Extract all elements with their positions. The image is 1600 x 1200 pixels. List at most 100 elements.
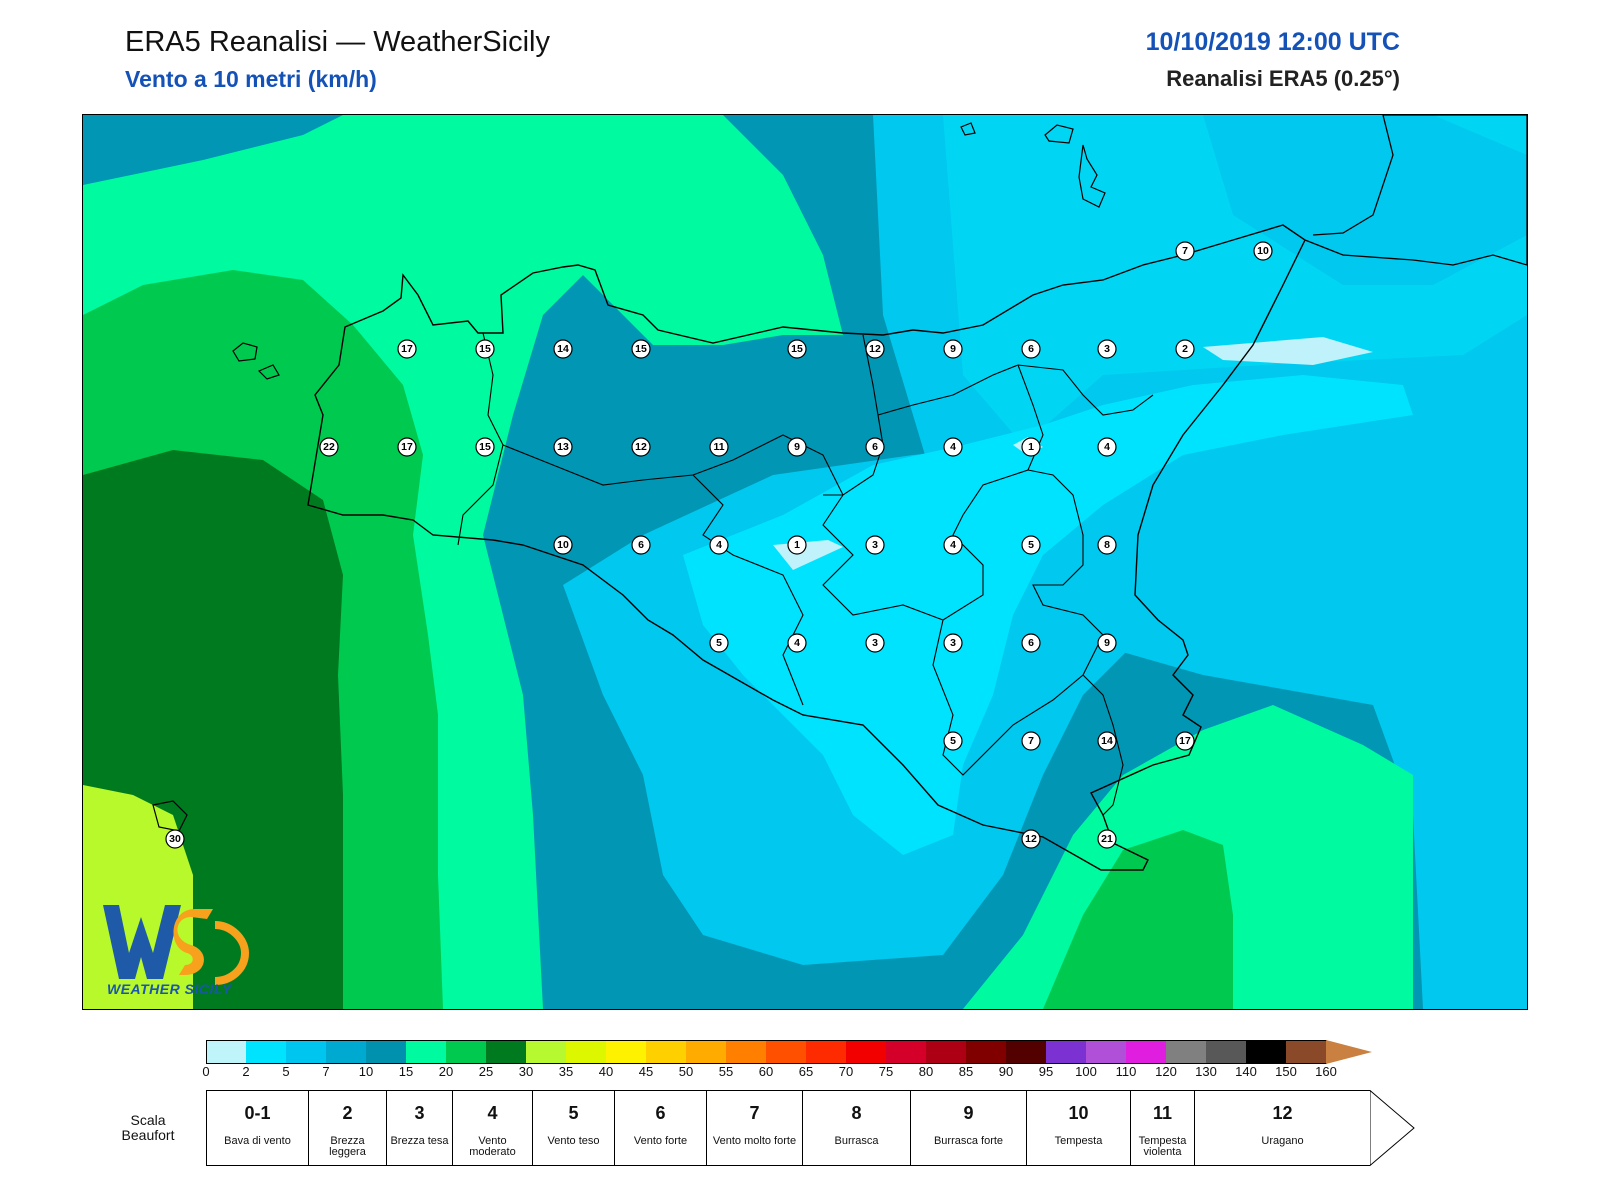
station-marker: 12: [631, 437, 651, 457]
colorbar-segment: [1246, 1040, 1287, 1064]
station-marker-circle: [1175, 731, 1195, 751]
station-marker-circle: [943, 633, 963, 653]
colorbar-segment: [446, 1040, 487, 1064]
colorbar-segment: [606, 1040, 647, 1064]
beaufort-description: Brezza tesa: [390, 1135, 449, 1147]
station-marker-value: 3: [950, 637, 956, 649]
station-marker: 10: [553, 535, 573, 555]
beaufort-number: 0-1: [244, 1103, 271, 1123]
colorbar-segment: [486, 1040, 527, 1064]
station-marker-value: 4: [950, 441, 956, 453]
station-marker-circle: [1097, 339, 1117, 359]
station-marker-circle: [709, 437, 729, 457]
station-marker: 5: [709, 633, 729, 653]
station-marker-value: 3: [872, 539, 878, 551]
beaufort-cell: 10 Tempesta: [1026, 1090, 1130, 1166]
colorbar-tick-label: 7: [322, 1064, 330, 1079]
beaufort-description: Vento moderato: [469, 1135, 516, 1158]
colorbar-tick-label: 40: [598, 1064, 614, 1079]
station-marker-circle: [1097, 535, 1117, 555]
station-marker-circle: [865, 535, 885, 555]
beaufort-cell: 6 Vento forte: [614, 1090, 706, 1166]
station-marker: 21: [1097, 829, 1117, 849]
station-marker-value: 3: [1104, 343, 1110, 355]
colorbar-segment: [1206, 1040, 1247, 1064]
station-marker: 12: [865, 339, 885, 359]
station-marker-circle: [943, 731, 963, 751]
colorbar-segment: [806, 1040, 847, 1064]
station-marker-circle: [943, 339, 963, 359]
station-marker-circle: [1021, 339, 1041, 359]
colorbar-extend-arrow: [1326, 1040, 1372, 1064]
station-marker: 6: [1021, 633, 1041, 653]
station-marker: 6: [631, 535, 651, 555]
colorbar-tick-label: 15: [398, 1064, 414, 1079]
station-marker: 30: [165, 829, 185, 849]
station-marker: 5: [943, 731, 963, 751]
station-marker-value: 6: [1028, 637, 1034, 649]
station-marker-value: 12: [869, 343, 881, 355]
station-marker-circle: [475, 437, 495, 457]
colorbar-tick-label: 50: [678, 1064, 694, 1079]
weathersicily-logo: [103, 905, 250, 985]
station-marker-circle: [631, 535, 651, 555]
colorbar-tick-label: 85: [958, 1064, 974, 1079]
colorbar-tick-label: 75: [878, 1064, 894, 1079]
colorbar-segment: [1086, 1040, 1127, 1064]
colorbar-tick-label: 0: [202, 1064, 210, 1079]
station-marker: 4: [709, 535, 729, 555]
station-marker-circle: [165, 829, 185, 849]
island-egadi: [232, 342, 258, 362]
station-marker-value: 15: [635, 343, 647, 355]
station-marker-circle: [475, 339, 495, 359]
station-marker-circle: [631, 339, 651, 359]
beaufort-description: Bava di vento: [224, 1135, 291, 1147]
colorbar-tick-label: 90: [998, 1064, 1014, 1079]
station-marker-circle: [1021, 437, 1041, 457]
colorbar-tick-label: 60: [758, 1064, 774, 1079]
station-marker-circle: [709, 535, 729, 555]
colorbar-tick-label: 20: [438, 1064, 454, 1079]
colorbar-segment: [966, 1040, 1007, 1064]
beaufort-cell: 11 Tempesta violenta: [1130, 1090, 1194, 1166]
colorbar-segment: [1286, 1040, 1327, 1064]
colorbar-tick-label: 45: [638, 1064, 654, 1079]
station-marker-value: 22: [323, 441, 335, 453]
station-marker-value: 6: [872, 441, 878, 453]
colorbar-tick-label: 35: [558, 1064, 574, 1079]
island-egadi-2: [257, 364, 280, 380]
station-marker: 17: [1175, 731, 1195, 751]
station-marker: 15: [475, 339, 495, 359]
beaufort-description: Tempesta: [1054, 1135, 1103, 1147]
colorbar-segment: [566, 1040, 607, 1064]
island-salina: [1044, 124, 1074, 144]
beaufort-number: 4: [487, 1103, 498, 1123]
station-marker-value: 2: [1182, 343, 1188, 355]
colorbar-tick-label: 130: [1195, 1064, 1217, 1079]
station-marker-value: 7: [1028, 735, 1034, 747]
station-marker: 8: [1097, 535, 1117, 555]
colorbar-tick-label: 160: [1315, 1064, 1337, 1079]
station-marker: 11: [709, 437, 729, 457]
colorbar-tick-label: 2: [242, 1064, 250, 1079]
chart-title: ERA5 Reanalisi — WeatherSicily: [125, 26, 550, 58]
station-marker-value: 4: [794, 637, 800, 649]
station-marker-value: 17: [401, 343, 413, 355]
station-marker-value: 17: [1179, 735, 1191, 747]
station-marker-value: 10: [557, 539, 569, 551]
field-medium-upper: [943, 115, 1527, 445]
station-marker-circle: [1097, 633, 1117, 653]
station-marker-circle: [787, 437, 807, 457]
station-marker-value: 11: [713, 441, 724, 453]
beaufort-number: 9: [963, 1103, 974, 1123]
beaufort-number: 7: [749, 1103, 760, 1123]
station-marker-circle: [787, 535, 807, 555]
colorbar-segment: [1046, 1040, 1087, 1064]
beaufort-cell: 4 Vento moderato: [452, 1090, 532, 1166]
valid-time: 10/10/2019 12:00 UTC: [1145, 28, 1400, 56]
station-marker-value: 3: [872, 637, 878, 649]
station-marker-value: 15: [479, 441, 491, 453]
province-boundary-sr: [1082, 674, 1124, 816]
